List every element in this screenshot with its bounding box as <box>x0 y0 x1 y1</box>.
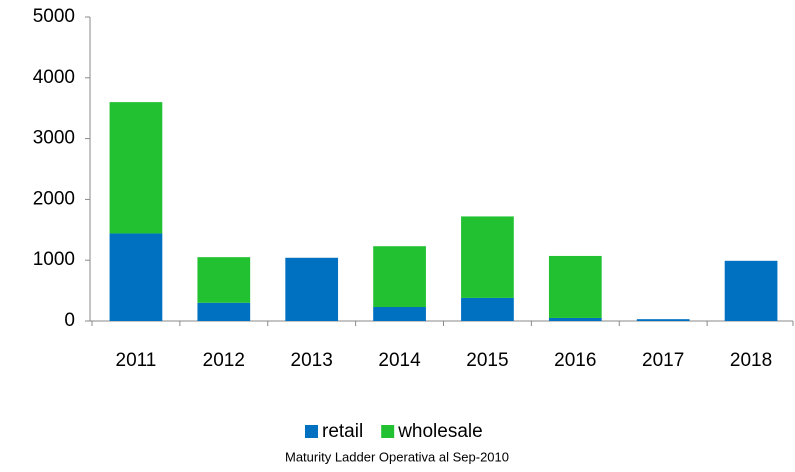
x-tick-label: 2016 <box>554 350 596 371</box>
chart-caption: Maturity Ladder Operativa al Sep-2010 <box>285 449 509 464</box>
bar-segment <box>548 317 602 321</box>
y-tick-label: 2000 <box>33 188 75 209</box>
bar-segment <box>109 102 163 234</box>
x-tick-label: 2015 <box>466 350 508 371</box>
y-tick-label: 3000 <box>33 128 75 149</box>
legend-swatch <box>381 425 395 438</box>
bar-segment <box>285 257 339 321</box>
bar-segment <box>373 307 426 321</box>
y-tick-label: 4000 <box>33 67 75 88</box>
bar-segment <box>461 297 514 321</box>
x-tick-label: 2017 <box>642 350 684 371</box>
x-tick-label: 2011 <box>116 350 157 371</box>
bar-segment <box>461 216 514 298</box>
legend-label: retail <box>322 421 363 442</box>
bar-segment <box>197 302 251 321</box>
x-tick-label: 2013 <box>291 350 333 371</box>
bar-segment <box>636 319 690 321</box>
legend-label: wholesale <box>397 421 483 442</box>
bar-segment <box>548 255 602 318</box>
bar-segment <box>197 257 251 303</box>
x-tick-label: 2018 <box>730 350 772 371</box>
y-tick-label: 1000 <box>33 249 75 270</box>
y-tick-label: 5000 <box>33 6 75 27</box>
bar-segment <box>373 246 426 308</box>
x-tick-label: 2012 <box>203 350 245 371</box>
legend-swatch <box>305 425 318 438</box>
bar-segment <box>109 233 163 321</box>
bar-segment <box>724 260 778 321</box>
x-tick-label: 2014 <box>378 350 421 371</box>
y-tick-label: 0 <box>64 310 75 331</box>
